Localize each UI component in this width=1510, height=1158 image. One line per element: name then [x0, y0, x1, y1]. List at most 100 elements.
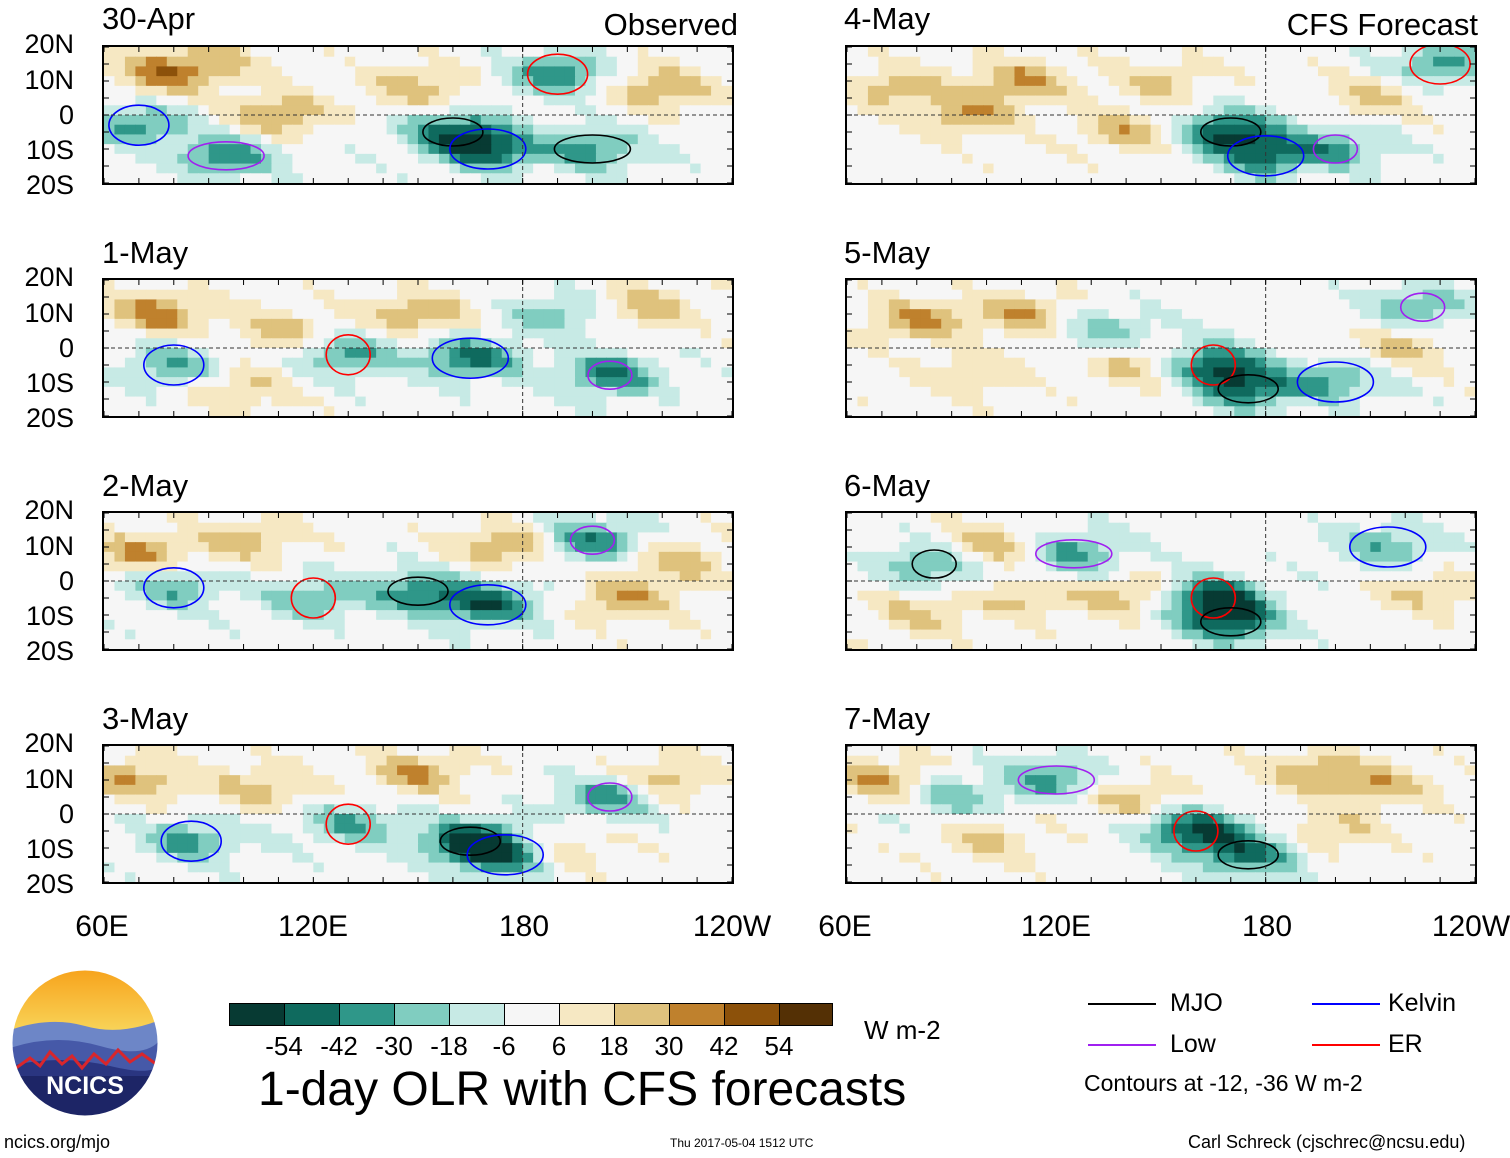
olr-cell — [166, 610, 178, 621]
olr-cell — [240, 852, 252, 864]
olr-cell — [679, 309, 691, 320]
olr-cell — [1401, 56, 1413, 68]
olr-cell — [386, 639, 398, 649]
olr-cell — [177, 775, 189, 786]
olr-cell — [564, 115, 576, 126]
olr-cell — [407, 872, 419, 882]
olr-cell — [407, 280, 419, 291]
olr-cell — [1307, 95, 1319, 106]
olr-cell — [480, 746, 492, 757]
olr-cell — [501, 105, 513, 116]
olr-cell — [637, 144, 649, 155]
olr-cell — [428, 794, 440, 805]
olr-cell — [491, 513, 503, 524]
olr-cell — [1140, 280, 1152, 291]
olr-cell — [1276, 95, 1288, 106]
olr-cell — [512, 629, 524, 640]
olr-cell — [501, 872, 513, 882]
olr-cell — [114, 124, 126, 136]
olr-cell — [292, 833, 304, 844]
olr-cell — [585, 153, 597, 165]
olr-cell — [711, 746, 723, 757]
olr-cell — [721, 318, 732, 330]
olr-cell — [145, 775, 157, 786]
olr-cell — [648, 542, 660, 553]
olr-cell — [512, 610, 524, 621]
olr-cell — [543, 522, 555, 534]
olr-cell — [187, 610, 199, 621]
olr-cell — [1004, 318, 1016, 330]
olr-cell — [627, 299, 639, 310]
olr-cell — [1171, 318, 1183, 330]
olr-cell — [323, 581, 335, 592]
olr-cell — [177, 367, 189, 378]
olr-cell — [554, 76, 566, 87]
olr-cell — [470, 406, 482, 416]
olr-cell — [711, 377, 723, 388]
olr-cell — [543, 124, 555, 136]
olr-cell — [585, 629, 597, 640]
olr-cell — [145, 746, 157, 757]
olr-cell — [1014, 124, 1026, 136]
olr-cell — [386, 134, 398, 145]
olr-cell — [261, 872, 273, 882]
olr-cell — [491, 629, 503, 640]
olr-cell — [386, 396, 398, 407]
olr-cell — [177, 590, 189, 602]
olr-cell — [438, 746, 450, 757]
olr-cell — [334, 610, 346, 621]
olr-cell — [292, 367, 304, 378]
wave-contour — [1199, 117, 1262, 147]
olr-cell — [491, 784, 503, 796]
olr-cell — [888, 163, 900, 174]
olr-cell — [177, 95, 189, 106]
olr-cell — [595, 746, 607, 757]
olr-cell — [407, 124, 419, 136]
olr-cell — [962, 47, 974, 58]
olr-cell — [522, 280, 534, 291]
olr-cell — [208, 600, 220, 611]
olr-cell — [229, 47, 241, 58]
olr-cell — [1359, 105, 1371, 116]
olr-cell — [679, 124, 691, 136]
olr-cell — [679, 843, 691, 854]
olr-cell — [198, 396, 210, 407]
olr-cell — [1202, 144, 1214, 155]
olr-cell — [512, 309, 524, 320]
olr-cell — [1192, 56, 1204, 68]
olr-cell — [1213, 338, 1225, 349]
olr-cell — [1255, 105, 1267, 116]
olr-cell — [219, 532, 231, 543]
olr-cell — [616, 105, 628, 116]
olr-cell — [480, 328, 492, 339]
olr-cell — [281, 823, 293, 835]
olr-cell — [229, 561, 241, 572]
olr-cell — [847, 299, 859, 310]
olr-cell — [1150, 66, 1162, 77]
olr-cell — [564, 386, 576, 398]
olr-cell — [1454, 56, 1466, 68]
olr-cell — [867, 76, 879, 87]
olr-cell — [1433, 115, 1445, 126]
olr-cell — [344, 406, 356, 416]
olr-cell — [219, 522, 231, 534]
olr-cell — [124, 386, 136, 398]
olr-cell — [627, 775, 639, 786]
wave-contour — [387, 576, 449, 606]
olr-cell — [1202, 95, 1214, 106]
olr-cell — [1234, 318, 1246, 330]
olr-cell — [1129, 280, 1141, 291]
olr-cell — [229, 814, 241, 825]
olr-cell — [1443, 289, 1455, 301]
olr-cell — [480, 377, 492, 388]
olr-cell — [721, 85, 732, 97]
olr-cell — [418, 862, 430, 873]
olr-cell — [219, 115, 231, 126]
olr-cell — [219, 581, 231, 592]
olr-cell — [533, 522, 545, 534]
olr-cell — [930, 348, 942, 359]
olr-cell — [438, 85, 450, 97]
olr-cell — [721, 843, 732, 854]
olr-cell — [920, 163, 932, 174]
olr-cell — [554, 522, 566, 534]
